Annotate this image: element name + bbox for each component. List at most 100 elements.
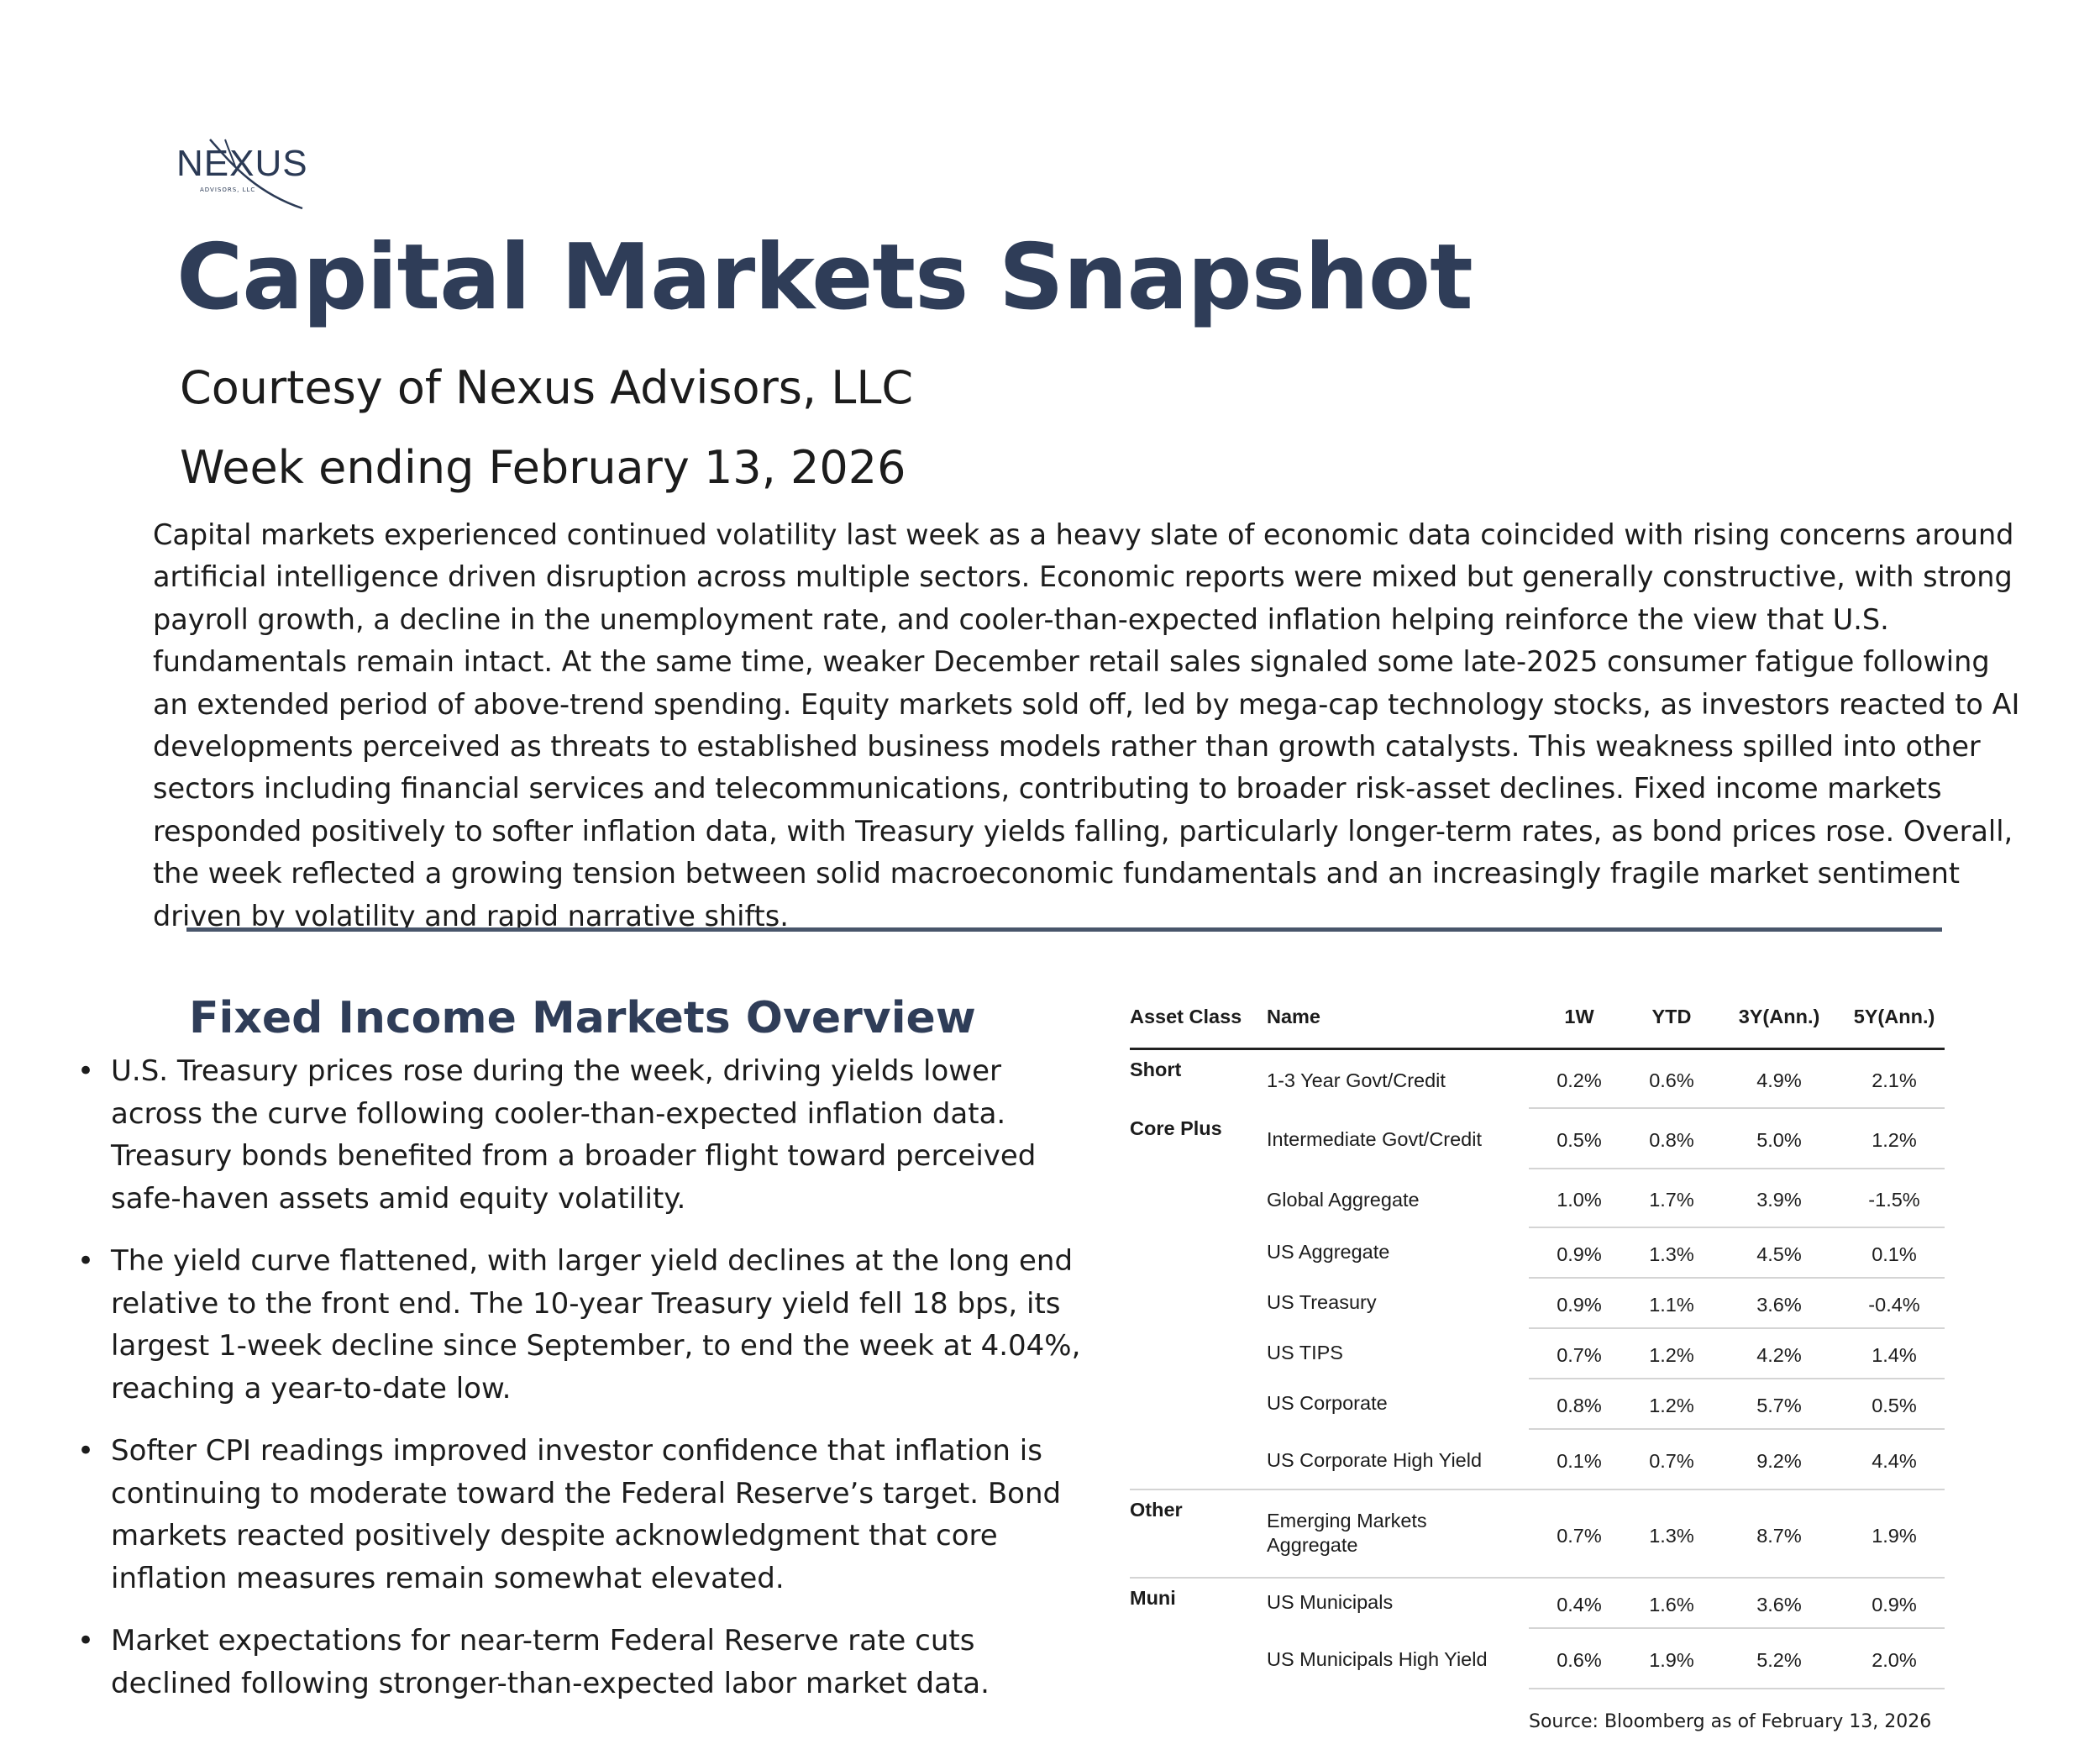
row-separator xyxy=(1529,1378,1945,1379)
value-cell-w1: 0.2% xyxy=(1557,1069,1602,1091)
value-cell-ytd: 1.7% xyxy=(1649,1189,1694,1211)
row-separator xyxy=(1529,1168,1945,1169)
fund-name-cell: Global Aggregate xyxy=(1267,1189,1420,1211)
value-cell-ytd: 1.2% xyxy=(1649,1395,1694,1416)
row-separator xyxy=(1529,1428,1945,1430)
value-cell-w1: 0.8% xyxy=(1557,1395,1602,1416)
row-separator xyxy=(1529,1327,1945,1329)
value-cell-y5: 1.9% xyxy=(1872,1525,1917,1547)
table-body: Short 1-3 Year Govt/Credit 0.2% 0.6% 4.9% 2.1… xyxy=(1130,1050,1945,1689)
value-cell-y5: -1.5% xyxy=(1868,1189,1920,1211)
fund-name-cell: US Corporate High Yield xyxy=(1267,1449,1483,1471)
value-cell-ytd: 1.6% xyxy=(1649,1594,1694,1616)
asset-class-cell: Core Plus xyxy=(1130,1117,1222,1139)
week-ending-line: Week ending February 13, 2026 xyxy=(180,441,906,494)
value-cell-w1: 0.7% xyxy=(1557,1525,1602,1547)
section-divider xyxy=(186,927,1942,932)
value-cell-y5: 1.4% xyxy=(1872,1344,1917,1366)
value-cell-y5: 2.0% xyxy=(1872,1649,1917,1671)
value-cell-ytd: 0.7% xyxy=(1649,1450,1694,1472)
table-row: US Treasury 0.9% 1.1% 3.6% -0.4% xyxy=(1130,1279,1945,1329)
page-title: Capital Markets Snapshot xyxy=(176,225,1473,330)
logo-wordmark: NEXUS xyxy=(176,143,308,184)
table-row: Other Emerging Markets Aggregate 0.7% 1.3% 8… xyxy=(1130,1490,1945,1579)
value-cell-y3: 3.6% xyxy=(1756,1294,1802,1316)
source-note: Source: Bloomberg as of February 13, 202… xyxy=(1529,1711,1932,1732)
value-cell-y3: 3.9% xyxy=(1756,1189,1802,1211)
header-asset-class: Asset Class xyxy=(1130,1006,1242,1027)
value-cell-y3: 4.9% xyxy=(1756,1069,1802,1091)
value-cell-y3: 4.2% xyxy=(1756,1344,1802,1366)
value-cell-y3: 8.7% xyxy=(1756,1525,1802,1547)
bullet-text: U.S. Treasury prices rose during the wee… xyxy=(111,1054,1037,1216)
table-row: Core Plus Intermediate Govt/Credit 0.5% 0.8… xyxy=(1130,1109,1945,1169)
value-cell-y3: 5.0% xyxy=(1756,1129,1802,1151)
header-3y: 3Y(Ann.) xyxy=(1738,1006,1820,1027)
row-separator xyxy=(1529,1107,1945,1109)
intro-paragraph: Capital markets experienced continued vo… xyxy=(153,518,2020,933)
value-cell-y5: 0.9% xyxy=(1872,1594,1917,1616)
header-5y: 5Y(Ann.) xyxy=(1853,1006,1935,1027)
bullet-text: The yield curve flattened, with larger y… xyxy=(111,1244,1081,1405)
value-cell-ytd: 1.3% xyxy=(1649,1243,1694,1265)
table-row: US Aggregate 0.9% 1.3% 4.5% 0.1% xyxy=(1130,1228,1945,1279)
value-cell-y3: 9.2% xyxy=(1756,1450,1802,1472)
value-cell-y5: 0.5% xyxy=(1872,1395,1917,1416)
value-cell-w1: 1.0% xyxy=(1557,1189,1602,1211)
asset-class-cell: Other xyxy=(1130,1499,1183,1521)
bullet-dot-icon: • xyxy=(77,1624,95,1658)
fixed-income-returns-table: Asset Class Name 1W YTD 3Y(Ann.) 5Y(Ann.… xyxy=(1130,996,1945,1689)
logo-tagline: ADVISORS, LLC xyxy=(200,187,256,193)
value-cell-y5: -0.4% xyxy=(1868,1294,1920,1316)
fund-name-cell: US TIPS xyxy=(1267,1342,1343,1363)
fund-name-cell: US Aggregate xyxy=(1267,1241,1390,1263)
row-separator xyxy=(1529,1688,1945,1689)
asset-class-cell: Muni xyxy=(1130,1587,1176,1609)
value-cell-y3: 5.2% xyxy=(1756,1649,1802,1671)
header-ytd: YTD xyxy=(1651,1006,1692,1027)
value-cell-y5: 2.1% xyxy=(1872,1069,1917,1091)
fund-name-cell: US Municipals xyxy=(1267,1591,1394,1613)
table-row: US TIPS 0.7% 1.2% 4.2% 1.4% xyxy=(1130,1329,1945,1379)
bullet-text: Softer CPI readings improved investor co… xyxy=(111,1434,1062,1595)
logo-swoosh-icon xyxy=(209,139,303,210)
fixed-income-bullets: • U.S. Treasury prices rose during the we… xyxy=(76,1050,1100,1725)
fund-name-cell: Intermediate Govt/Credit xyxy=(1267,1128,1482,1150)
row-separator xyxy=(1529,1277,1945,1279)
fund-name-cell: 1-3 Year Govt/Credit xyxy=(1267,1069,1446,1091)
fund-name-cell: US Corporate xyxy=(1267,1392,1388,1414)
fixed-income-heading: Fixed Income Markets Overview xyxy=(189,993,976,1043)
value-cell-y3: 4.5% xyxy=(1756,1243,1802,1265)
company-logo: NEXUS ADVISORS, LLC xyxy=(176,133,311,217)
row-separator xyxy=(1529,1227,1945,1228)
bullet-text: Market expectations for near-term Federa… xyxy=(111,1624,990,1700)
bullet-dot-icon: • xyxy=(77,1244,95,1278)
value-cell-y3: 5.7% xyxy=(1756,1395,1802,1416)
value-cell-w1: 0.9% xyxy=(1557,1243,1602,1265)
asset-class-cell: Short xyxy=(1130,1059,1182,1080)
value-cell-w1: 0.7% xyxy=(1557,1344,1602,1366)
table-row: US Corporate High Yield 0.1% 0.7% 9.2% 4.4% xyxy=(1130,1430,1945,1490)
table-row: Short 1-3 Year Govt/Credit 0.2% 0.6% 4.9% 2.1… xyxy=(1130,1050,1945,1109)
value-cell-w1: 0.4% xyxy=(1557,1594,1602,1616)
value-cell-ytd: 0.8% xyxy=(1649,1129,1694,1151)
table-header-row: Asset Class Name 1W YTD 3Y(Ann.) 5Y(Ann.… xyxy=(1130,996,1945,1050)
table-row: US Corporate 0.8% 1.2% 5.7% 0.5% xyxy=(1130,1379,1945,1430)
row-separator xyxy=(1130,1489,1945,1490)
value-cell-ytd: 1.9% xyxy=(1649,1649,1694,1671)
value-cell-y5: 4.4% xyxy=(1872,1450,1917,1472)
value-cell-ytd: 1.3% xyxy=(1649,1525,1694,1547)
value-cell-ytd: 1.1% xyxy=(1649,1294,1694,1316)
value-cell-y3: 3.6% xyxy=(1756,1594,1802,1616)
table-row: Global Aggregate 1.0% 1.7% 3.9% -1.5% xyxy=(1130,1169,1945,1228)
value-cell-ytd: 1.2% xyxy=(1649,1344,1694,1366)
value-cell-w1: 0.9% xyxy=(1557,1294,1602,1316)
fund-name-cell: Emerging Markets Aggregate xyxy=(1267,1510,1427,1556)
bullet-dot-icon: • xyxy=(77,1054,95,1088)
fund-name-cell: US Treasury xyxy=(1267,1291,1377,1313)
header-name: Name xyxy=(1267,1006,1321,1027)
value-cell-y5: 0.1% xyxy=(1872,1243,1917,1265)
table-row: Muni US Municipals 0.4% 1.6% 3.6% 0.9% xyxy=(1130,1579,1945,1629)
bullet-dot-icon: • xyxy=(77,1434,95,1468)
fund-name-cell: US Municipals High Yield xyxy=(1267,1648,1488,1670)
